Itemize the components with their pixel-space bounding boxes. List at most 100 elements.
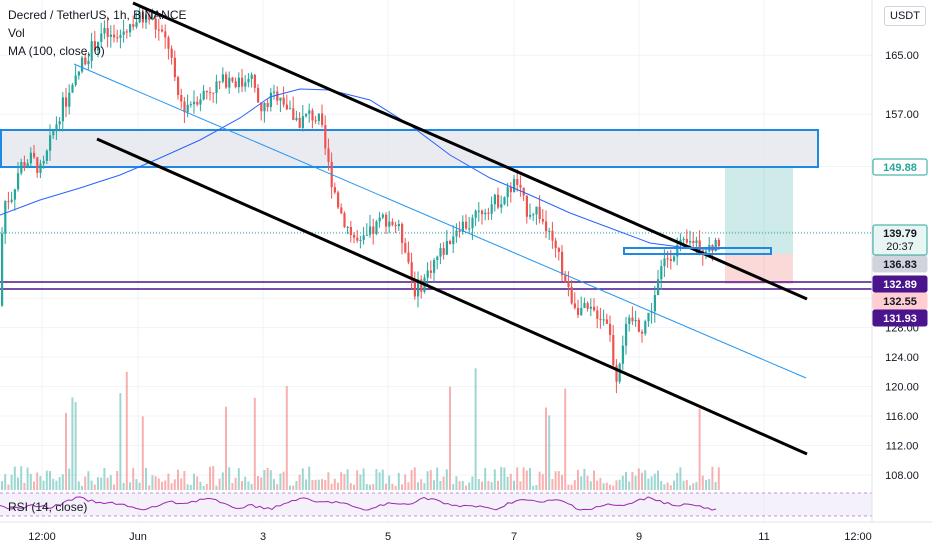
candle-body: [7, 201, 10, 203]
volume-bar: [442, 476, 445, 490]
ma-indicator-label[interactable]: MA (100, close, 0): [8, 44, 105, 58]
candle-body: [282, 97, 285, 105]
candle-body: [247, 78, 250, 83]
volume-bar: [394, 485, 397, 490]
candle-body: [676, 244, 679, 257]
candle-body: [145, 14, 148, 23]
price-tag: [872, 255, 928, 273]
candle-body: [298, 117, 301, 128]
volume-bar: [68, 468, 71, 490]
volume-bar: [49, 471, 51, 490]
volume-bar: [285, 386, 288, 490]
y-tick-label: 157.00: [885, 109, 919, 121]
x-tick-label: 11: [758, 531, 769, 543]
channel-midline[interactable]: [73, 63, 807, 379]
candle-body: [33, 152, 36, 158]
resistance-zone[interactable]: [0, 129, 819, 168]
volume-bar: [493, 469, 496, 490]
candle-body: [276, 91, 279, 101]
candle-body: [74, 75, 77, 85]
volume-bar: [266, 467, 269, 490]
volume-bar: [577, 469, 579, 490]
candle-body: [468, 228, 471, 230]
currency-button[interactable]: USDT: [884, 6, 926, 26]
volume-bar: [653, 473, 656, 490]
candle-body: [372, 226, 375, 234]
candle-body: [266, 103, 269, 108]
volume-bar: [474, 368, 477, 490]
candle-body: [151, 18, 154, 20]
candle-body: [225, 74, 228, 88]
candle-body: [381, 214, 384, 218]
candle-body: [42, 160, 45, 164]
volume-bar: [657, 470, 659, 490]
candle-body: [484, 212, 487, 215]
candle-body: [663, 258, 666, 267]
volume-bar: [20, 466, 23, 490]
retest-box[interactable]: [623, 247, 772, 255]
volume-bar: [154, 476, 157, 490]
volume-bar: [522, 467, 525, 490]
volume-bar: [263, 470, 266, 490]
volume-bar: [321, 479, 323, 490]
candle-body: [586, 303, 589, 309]
volume-indicator-label[interactable]: Vol: [8, 26, 25, 40]
candle-body: [205, 90, 208, 93]
candle-body: [474, 210, 477, 218]
candle-body: [404, 242, 407, 253]
candle-body: [189, 104, 192, 106]
candle-body: [557, 248, 560, 252]
volume-bar: [308, 466, 311, 490]
candle-body: [705, 251, 708, 255]
volume-bar: [689, 485, 691, 490]
candle-body: [545, 221, 548, 232]
volume-bar: [193, 473, 195, 490]
volume-bar: [525, 470, 528, 490]
candle-body: [193, 101, 196, 105]
candle-body: [561, 251, 564, 276]
y-tick-label: 112.00: [886, 441, 919, 453]
price-tag-label: 132.55: [883, 296, 917, 308]
x-axis[interactable]: 12:00 Jun 3 5 7 9 11 12:00: [28, 531, 872, 543]
volume-bar: [58, 477, 61, 490]
volume-bar: [87, 471, 90, 490]
volume-bar: [570, 484, 573, 490]
volume-bar: [74, 402, 77, 490]
volume-bar: [484, 467, 487, 490]
candle-body: [45, 150, 48, 161]
volume-bar: [586, 475, 589, 490]
volume-bar: [180, 478, 183, 490]
candle-body: [257, 87, 260, 103]
volume-bar: [279, 473, 282, 490]
candle-body: [311, 110, 314, 121]
candle-body: [346, 226, 349, 228]
volume-bar: [13, 466, 16, 490]
rsi-indicator-label[interactable]: RSI (14, close): [8, 500, 88, 514]
candle-body: [375, 221, 378, 234]
ma-100-line[interactable]: [0, 88, 720, 250]
candle-body: [385, 214, 388, 227]
candle-body: [87, 60, 90, 65]
candle-body: [263, 103, 266, 112]
candle-body: [180, 95, 183, 102]
candle-body: [157, 29, 160, 31]
channel-lower-line[interactable]: [96, 137, 808, 456]
volume-bar: [317, 479, 320, 490]
candle-body: [714, 239, 717, 251]
rsi-panel: [0, 493, 872, 516]
channel-upper-line[interactable]: [132, 1, 808, 301]
candle-body: [161, 29, 164, 32]
volume-bar: [426, 471, 429, 490]
candle-body: [605, 319, 608, 324]
candle-body: [647, 312, 650, 322]
profit-target-box[interactable]: [725, 167, 793, 254]
candle-body: [413, 280, 416, 297]
candle-body: [260, 102, 263, 112]
volume-bar: [221, 472, 224, 490]
candle-body: [295, 117, 298, 120]
volume-bar: [385, 483, 387, 490]
candle-body: [122, 31, 125, 35]
candle-body: [548, 230, 551, 232]
volume-bar: [173, 479, 176, 490]
